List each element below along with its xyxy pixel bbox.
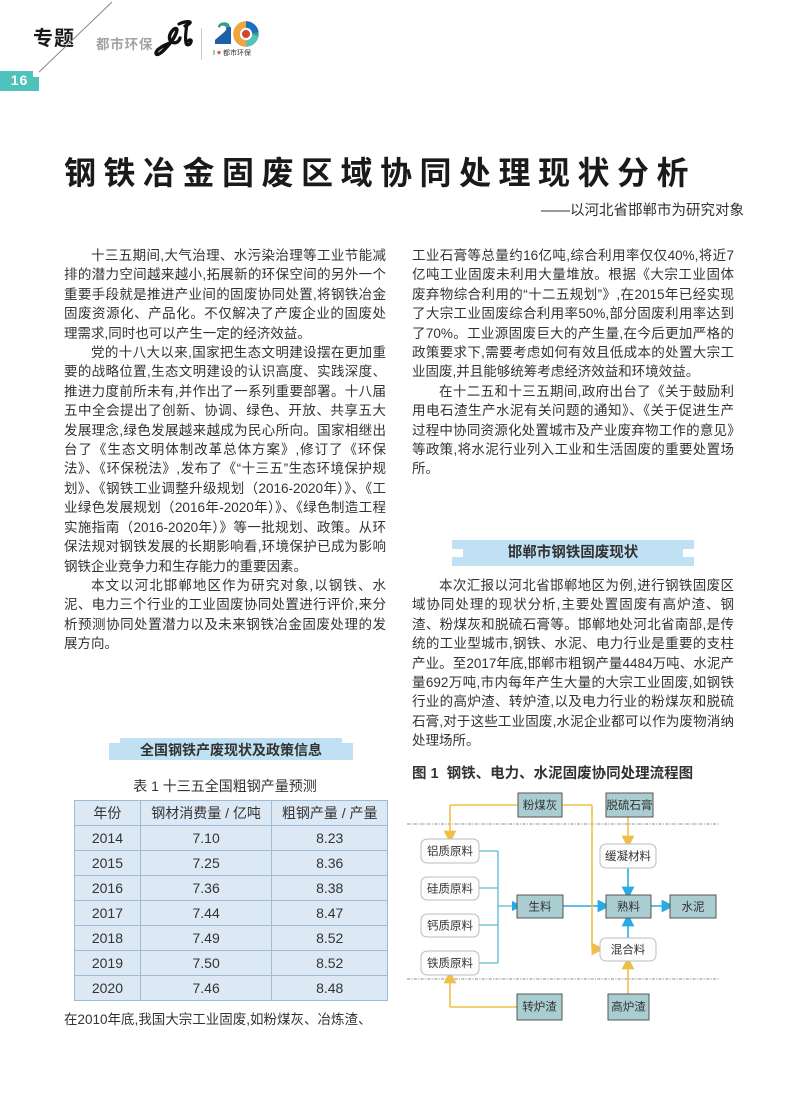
svg-text:转炉渣: 转炉渣 — [522, 1000, 557, 1014]
svg-text:高炉渣: 高炉渣 — [611, 1000, 646, 1014]
svg-text:混合料: 混合料 — [611, 943, 646, 957]
svg-text:粉煤灰: 粉煤灰 — [523, 798, 558, 812]
svg-text:硅质原料: 硅质原料 — [427, 882, 473, 896]
svg-text:铁质原料: 铁质原料 — [427, 956, 473, 970]
svg-text:脱硫石膏: 脱硫石膏 — [607, 798, 653, 812]
svg-text:水泥: 水泥 — [682, 901, 705, 914]
svg-text:铝质原料: 铝质原料 — [427, 844, 473, 858]
svg-text:生料: 生料 — [529, 900, 552, 914]
svg-text:钙质原料: 钙质原料 — [427, 919, 473, 933]
svg-text:熟料: 熟料 — [617, 900, 640, 914]
svg-text:缓凝材料: 缓凝材料 — [605, 849, 651, 863]
